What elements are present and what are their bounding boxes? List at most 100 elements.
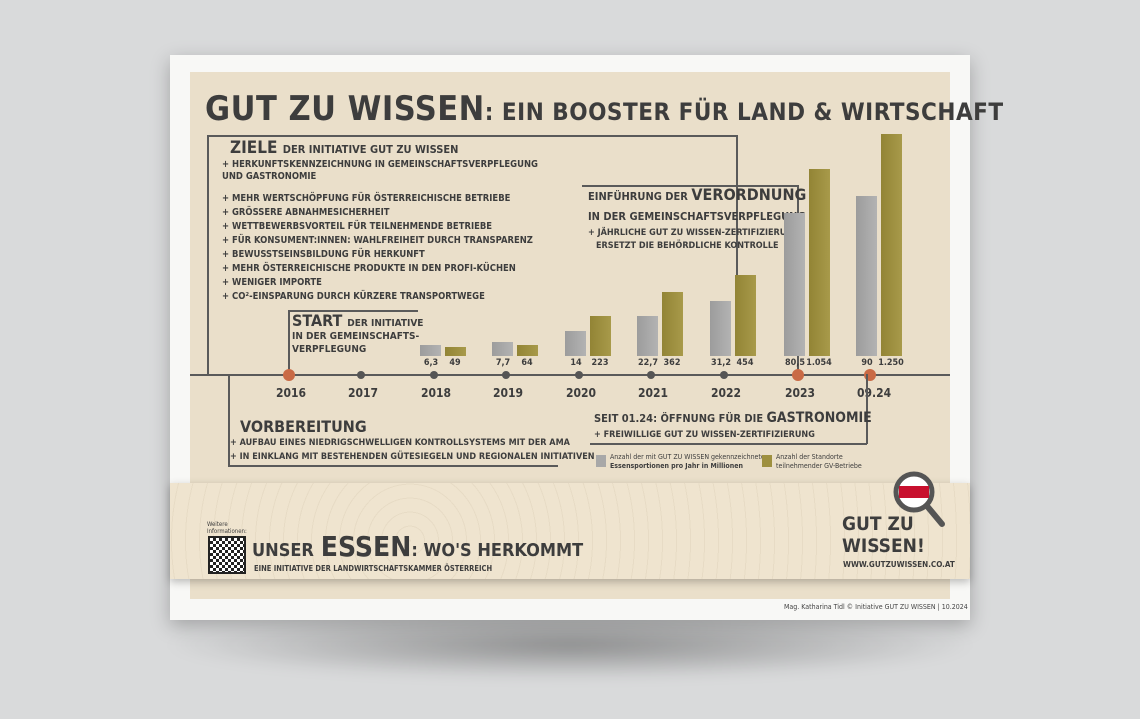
poster-title: GUT ZU WISSEN: EIN BOOSTER FÜR LAND & WI…: [205, 92, 1004, 126]
bar-locations: [735, 275, 756, 356]
timeline-dot: [720, 371, 728, 379]
timeline-dot: [283, 369, 295, 381]
vor-heading: VORBEREITUNG: [240, 417, 367, 436]
year-label: 2018: [421, 386, 452, 400]
year-label: 2019: [493, 386, 524, 400]
value-label-locations: 223: [591, 358, 609, 368]
vor-item: AUFBAU EINES NIEDRIGSCHWELLIGEN KONTROLL…: [230, 439, 570, 448]
start-frame-top: [288, 310, 418, 312]
magnifier-icon: [893, 471, 945, 527]
goal-item: GRÖSSERE ABNAHMESICHERHEIT: [222, 206, 389, 219]
legend-swatch-grey: [596, 455, 606, 467]
value-label-locations: 362: [663, 358, 681, 368]
slogan-unser: UNSER: [252, 540, 314, 561]
value-label-portions: 31,2: [711, 358, 731, 368]
legend-olive-line2: teilnehmender GV-Betriebe: [776, 462, 862, 470]
value-label-locations: 1.054: [806, 358, 832, 368]
value-label-locations: 454: [736, 358, 754, 368]
timeline-dot: [357, 371, 365, 379]
legend-grey-line1: Anzahl der mit GUT ZU WISSEN gekennzeich…: [610, 453, 769, 461]
timeline-dot: [430, 371, 438, 379]
legend-grey-line2: Essensportionen pro Jahr in Millionen: [610, 462, 743, 470]
title-part2: : EIN BOOSTER FÜR LAND & WIRTSCHAFT: [484, 98, 1004, 126]
bar-locations: [881, 134, 902, 356]
value-label-portions: 90: [861, 358, 873, 368]
bar-locations: [590, 316, 611, 356]
footer-band: [170, 483, 970, 579]
bar-locations: [662, 291, 683, 356]
goals-frame-left: [207, 135, 209, 375]
start-line2: IN DER GEMEINSCHAFTS-: [292, 331, 420, 342]
value-label-portions: 22,7: [638, 358, 658, 368]
logo-line2: WISSEN!: [842, 535, 925, 557]
year-label: 2021: [638, 386, 669, 400]
goals-head-sub: DER INITIATIVE GUT ZU WISSEN: [282, 143, 459, 156]
year-label: 2022: [711, 386, 742, 400]
goal-item: BEWUSSTSEINSBILDUNG FÜR HERKUNFT: [222, 248, 425, 261]
einf-frame-top: [582, 185, 798, 187]
logo-line1: GUT ZU: [842, 513, 914, 535]
goals-frame-right: [736, 135, 738, 307]
qr-label-1: Weitere: [207, 521, 228, 528]
title-part1: GUT ZU WISSEN: [205, 89, 485, 129]
einf-item1: + JÄHRLICHE GUT ZU WISSEN-ZERTIFIZIERUNG: [588, 228, 800, 238]
start-frame-left: [288, 310, 290, 374]
goal-item: WENIGER IMPORTE: [222, 276, 322, 289]
goal-item: WETTBEWERBSVORTEIL FÜR TEILNEHMENDE BETR…: [222, 220, 492, 233]
timeline-dot: [792, 369, 804, 381]
year-label: 2016: [276, 386, 307, 400]
start-head-text: START: [292, 311, 343, 330]
year-label: 2017: [348, 386, 379, 400]
legend-olive-line1: Anzahl der Standorte: [776, 453, 843, 461]
year-label: 2020: [566, 386, 597, 400]
vor-frame-bottom: [228, 465, 558, 467]
bar-locations: [445, 347, 466, 356]
einf-item2: ERSETZT DIE BEHÖRDLICHE KONTROLLE: [596, 241, 779, 251]
timeline-dot: [647, 371, 655, 379]
gast-heading: SEIT 01.24: ÖFFNUNG FÜR DIE GASTRONOMIE: [594, 411, 872, 425]
slogan-essen: ESSEN: [320, 530, 412, 563]
einf-head: VERORDNUNG: [691, 185, 807, 204]
value-label-portions: 14: [570, 358, 582, 368]
gast-frame-right: [866, 374, 868, 444]
bar-portions: [492, 342, 513, 356]
goals-heading: ZIELE DER INITIATIVE GUT ZU WISSEN: [230, 140, 458, 157]
goal-item-cont: UND GASTRONOMIE: [222, 171, 317, 182]
bar-portions: [710, 300, 731, 356]
year-label: 2023: [785, 386, 816, 400]
gast-item: + FREIWILLIGE GUT ZU WISSEN-ZERTIFIZIERU…: [594, 430, 815, 440]
value-label-locations: 49: [449, 358, 461, 368]
gast-item-text: FREIWILLIGE GUT ZU WISSEN-ZERTIFIZIERUNG: [603, 430, 815, 440]
vor-frame-left: [228, 374, 230, 466]
value-label-portions: 80,5: [785, 358, 805, 368]
value-label-portions: 7,7: [495, 358, 511, 368]
bar-portions: [420, 344, 441, 356]
qr-label-2: Informationen:: [207, 528, 247, 535]
footer-slogan: UNSER ESSEN: WO'S HERKOMMT: [252, 533, 583, 561]
goal-item: HERKUNFTSKENNZEICHNUNG IN GEMEINSCHAFTSV…: [222, 158, 538, 171]
qr-code[interactable]: [208, 536, 246, 574]
bar-portions: [784, 212, 805, 356]
bar-locations: [517, 344, 538, 356]
einf-heading: EINFÜHRUNG DER VERORDNUNG: [588, 187, 806, 203]
drop-shadow: [160, 610, 980, 680]
einf-line2: IN DER GEMEINSCHAFTSVERPFLEGUNG: [588, 210, 806, 223]
einf-pre: EINFÜHRUNG DER: [588, 190, 688, 203]
timeline-dot: [502, 371, 510, 379]
value-label-locations: 64: [521, 358, 533, 368]
start-head-sub: DER INITIATIVE: [347, 318, 424, 329]
website-link[interactable]: WWW.GUTZUWISSEN.CO.AT: [843, 560, 955, 569]
goals-frame-top: [207, 135, 737, 137]
timeline-dot: [575, 371, 583, 379]
slogan-rest: : WO'S HERKOMMT: [411, 540, 584, 561]
goal-item: MEHR WERTSCHÖPFUNG FÜR ÖSTERREICHISCHE B…: [222, 192, 510, 205]
start-line3: VERPFLEGUNG: [292, 344, 367, 355]
footer-subline: EINE INITIATIVE DER LANDWIRTSCHAFTSKAMME…: [254, 564, 493, 573]
bar-portions: [637, 315, 658, 356]
timeline-axis: [190, 374, 950, 376]
bar-portions: [856, 196, 877, 356]
legend-swatch-olive: [762, 455, 772, 467]
gast-pre: SEIT 01.24: ÖFFNUNG FÜR DIE: [594, 412, 764, 425]
logo-text: GUT ZU WISSEN!: [842, 513, 925, 557]
goal-item: CO²-EINSPARUNG DURCH KÜRZERE TRANSPORTWE…: [222, 290, 485, 303]
